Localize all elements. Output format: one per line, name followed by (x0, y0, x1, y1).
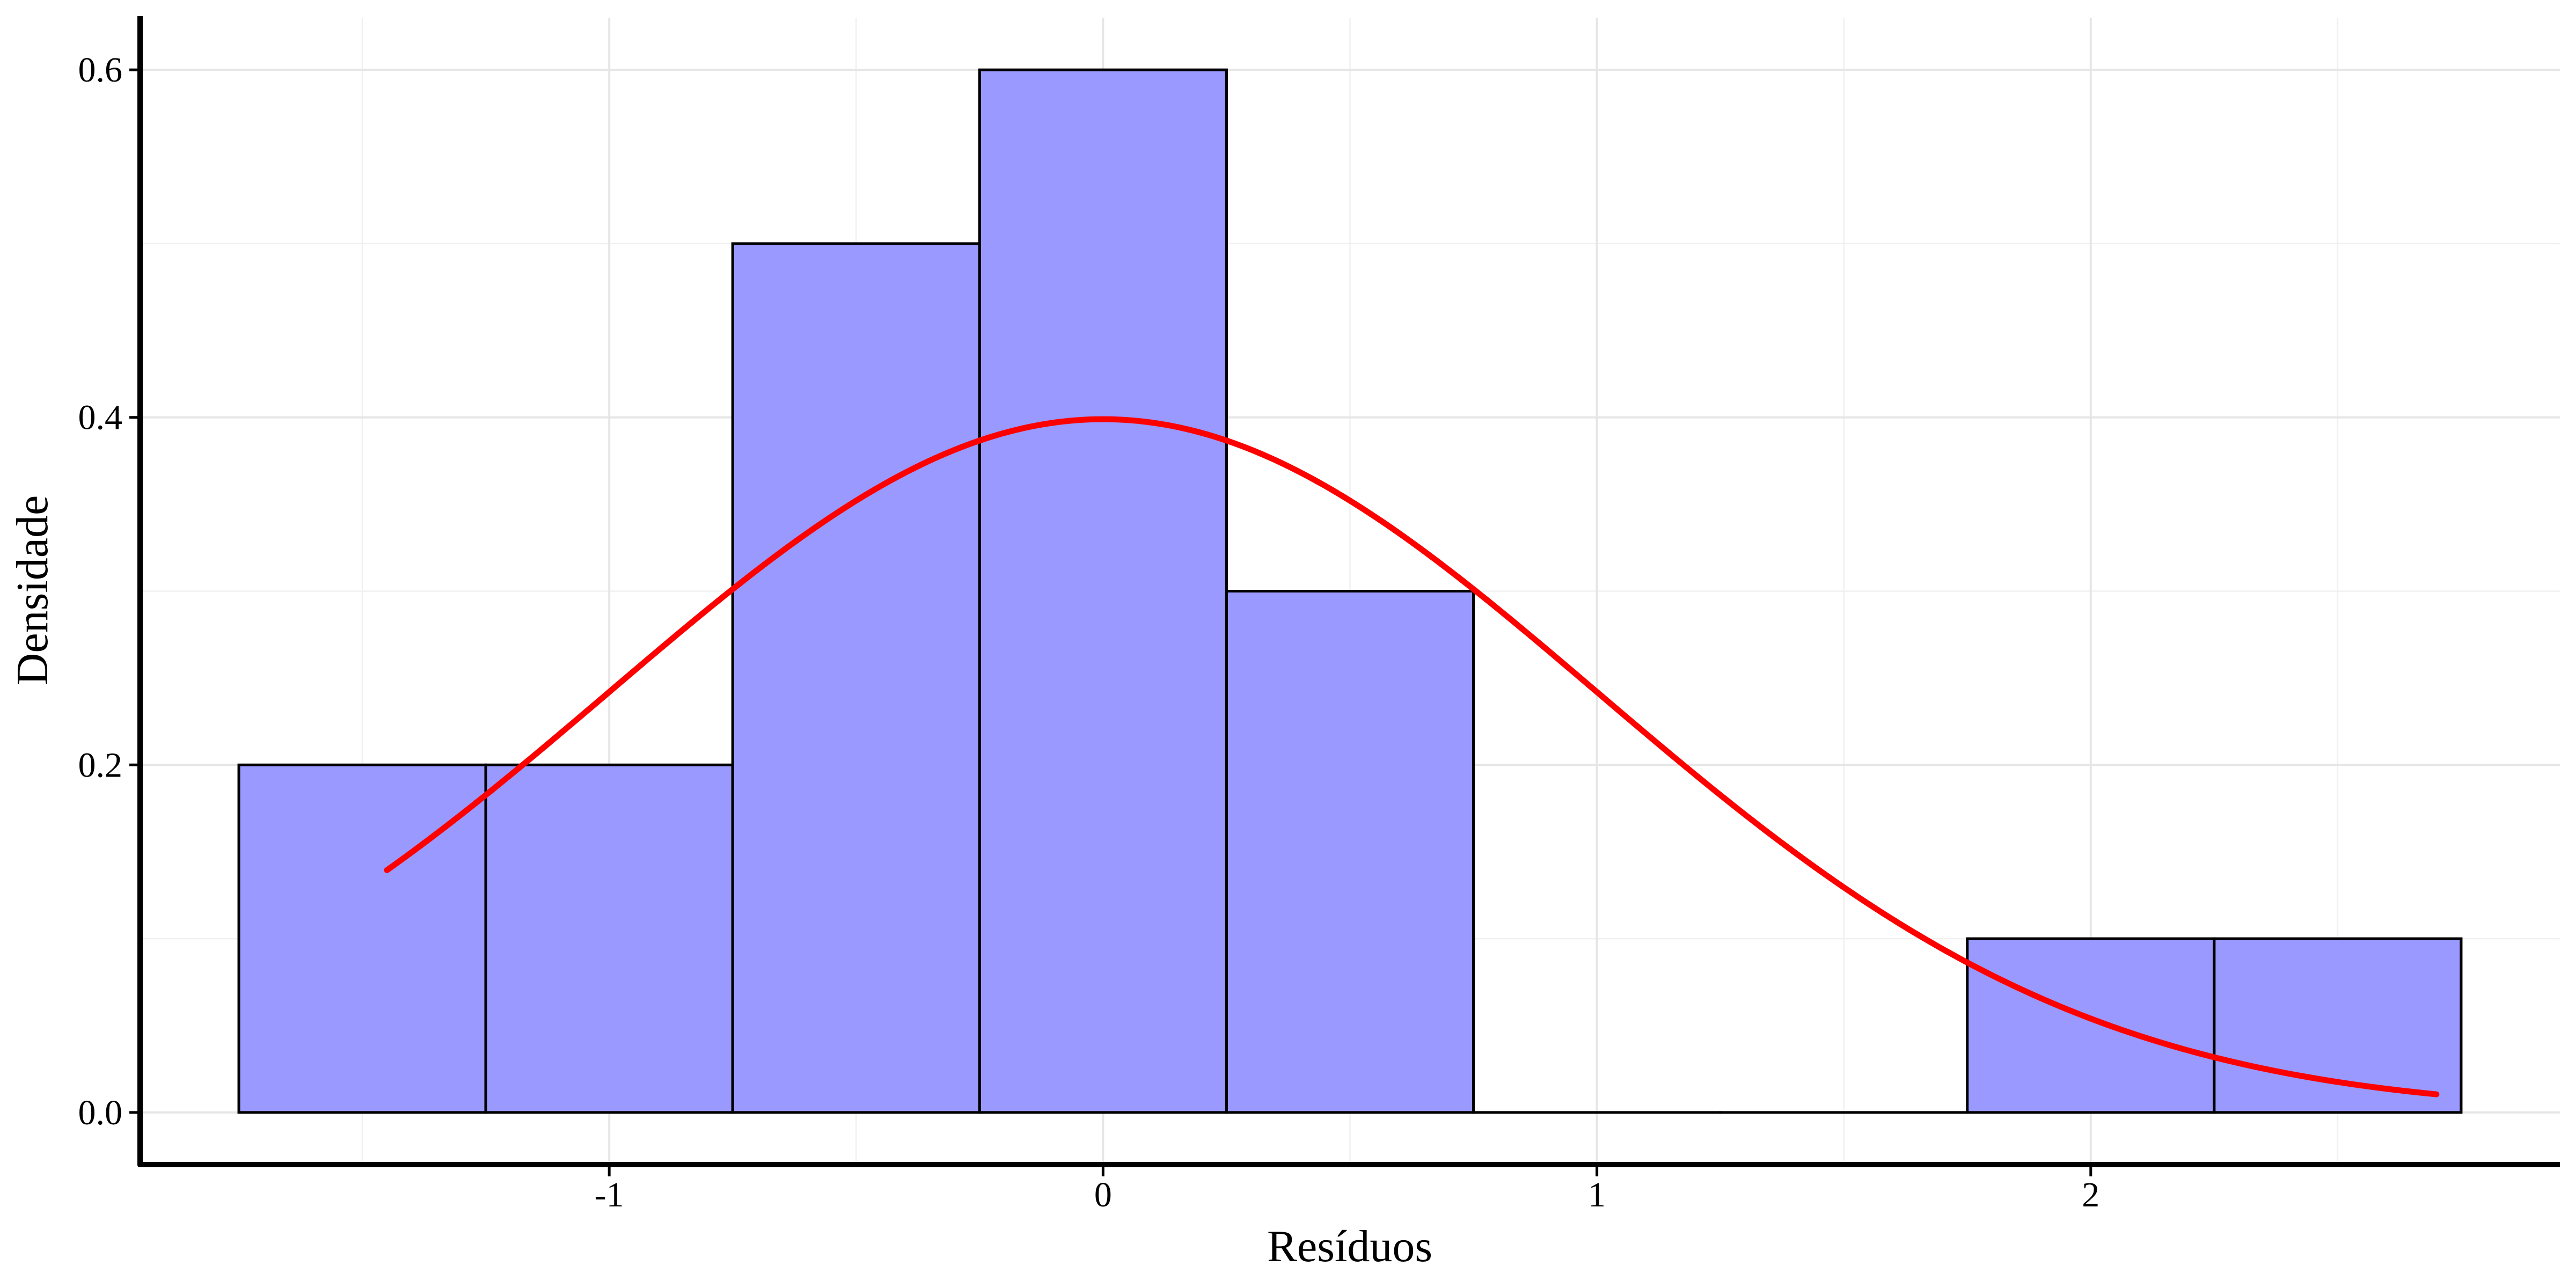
axes (137, 16, 2560, 1167)
histogram-bar-4 (1225, 590, 1475, 1114)
y-tick-label: 0.0 (78, 1093, 123, 1132)
x-axis-ticks: -1 0 1 2 (595, 1165, 2099, 1214)
x-tick-label: 2 (2082, 1175, 2099, 1214)
histogram-bar-8 (2213, 937, 2463, 1114)
histogram-bar-7 (1966, 937, 2216, 1114)
x-tick-label: 1 (1588, 1175, 1606, 1214)
histogram-bar-0 (237, 763, 487, 1114)
histogram-bars (237, 68, 2463, 1114)
y-axis-ticks: 0.0 0.2 0.4 0.6 (78, 50, 140, 1132)
y-axis-title: Densidade (8, 495, 57, 686)
x-axis-title: Resíduos (1267, 1221, 1432, 1271)
y-tick-label: 0.4 (78, 398, 123, 437)
histogram-bar-2 (731, 242, 981, 1114)
density-curve (384, 416, 2440, 1097)
y-tick-label: 0.2 (78, 745, 123, 785)
histogram-bar-3 (978, 68, 1228, 1114)
y-tick-label: 0.6 (78, 50, 123, 90)
x-tick-label: -1 (595, 1175, 624, 1214)
x-tick-label: 0 (1094, 1175, 1112, 1214)
histogram-bar-1 (484, 763, 734, 1114)
